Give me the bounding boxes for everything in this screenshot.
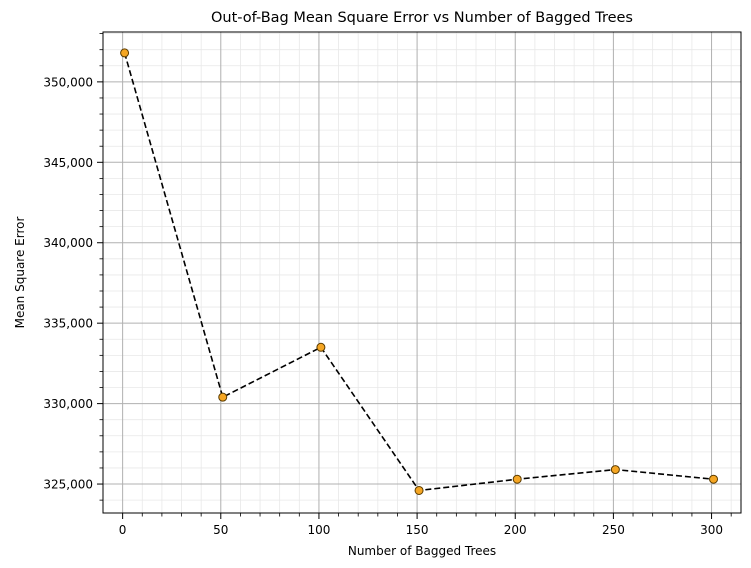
x-tick-label: 200 <box>504 523 527 537</box>
data-point <box>610 465 620 475</box>
y-tick-label: 340,000 <box>43 236 93 250</box>
data-point <box>512 474 522 484</box>
series-layer <box>120 48 719 495</box>
data-point <box>709 474 719 484</box>
series-line <box>123 52 714 492</box>
x-tick-label: 0 <box>119 523 127 537</box>
axis-ticks: 0 50 100 150 200 250 300 325,000 330,000 335,000 3… <box>43 33 732 537</box>
x-tick-label: 150 <box>406 523 429 537</box>
y-tick-label: 350,000 <box>43 75 93 89</box>
y-tick-label: 345,000 <box>43 156 93 170</box>
plot-frame <box>102 31 742 514</box>
x-tick-label: 100 <box>307 523 330 537</box>
x-tick-label: 300 <box>700 523 723 537</box>
major-grid <box>103 32 741 513</box>
data-point <box>414 485 424 495</box>
x-tick-label: 250 <box>602 523 625 537</box>
data-point <box>218 392 228 402</box>
y-axis-label: Mean Square Error <box>13 217 27 329</box>
x-tick-label: 50 <box>213 523 228 537</box>
y-tick-label: 330,000 <box>43 397 93 411</box>
y-tick-label: 325,000 <box>43 478 93 492</box>
minor-grid <box>103 32 741 513</box>
chart-title: Out-of-Bag Mean Square Error vs Number o… <box>211 10 633 26</box>
data-point <box>316 342 326 352</box>
data-point <box>120 48 130 58</box>
y-tick-label: 335,000 <box>43 317 93 331</box>
x-axis-label: Number of Bagged Trees <box>348 544 496 558</box>
